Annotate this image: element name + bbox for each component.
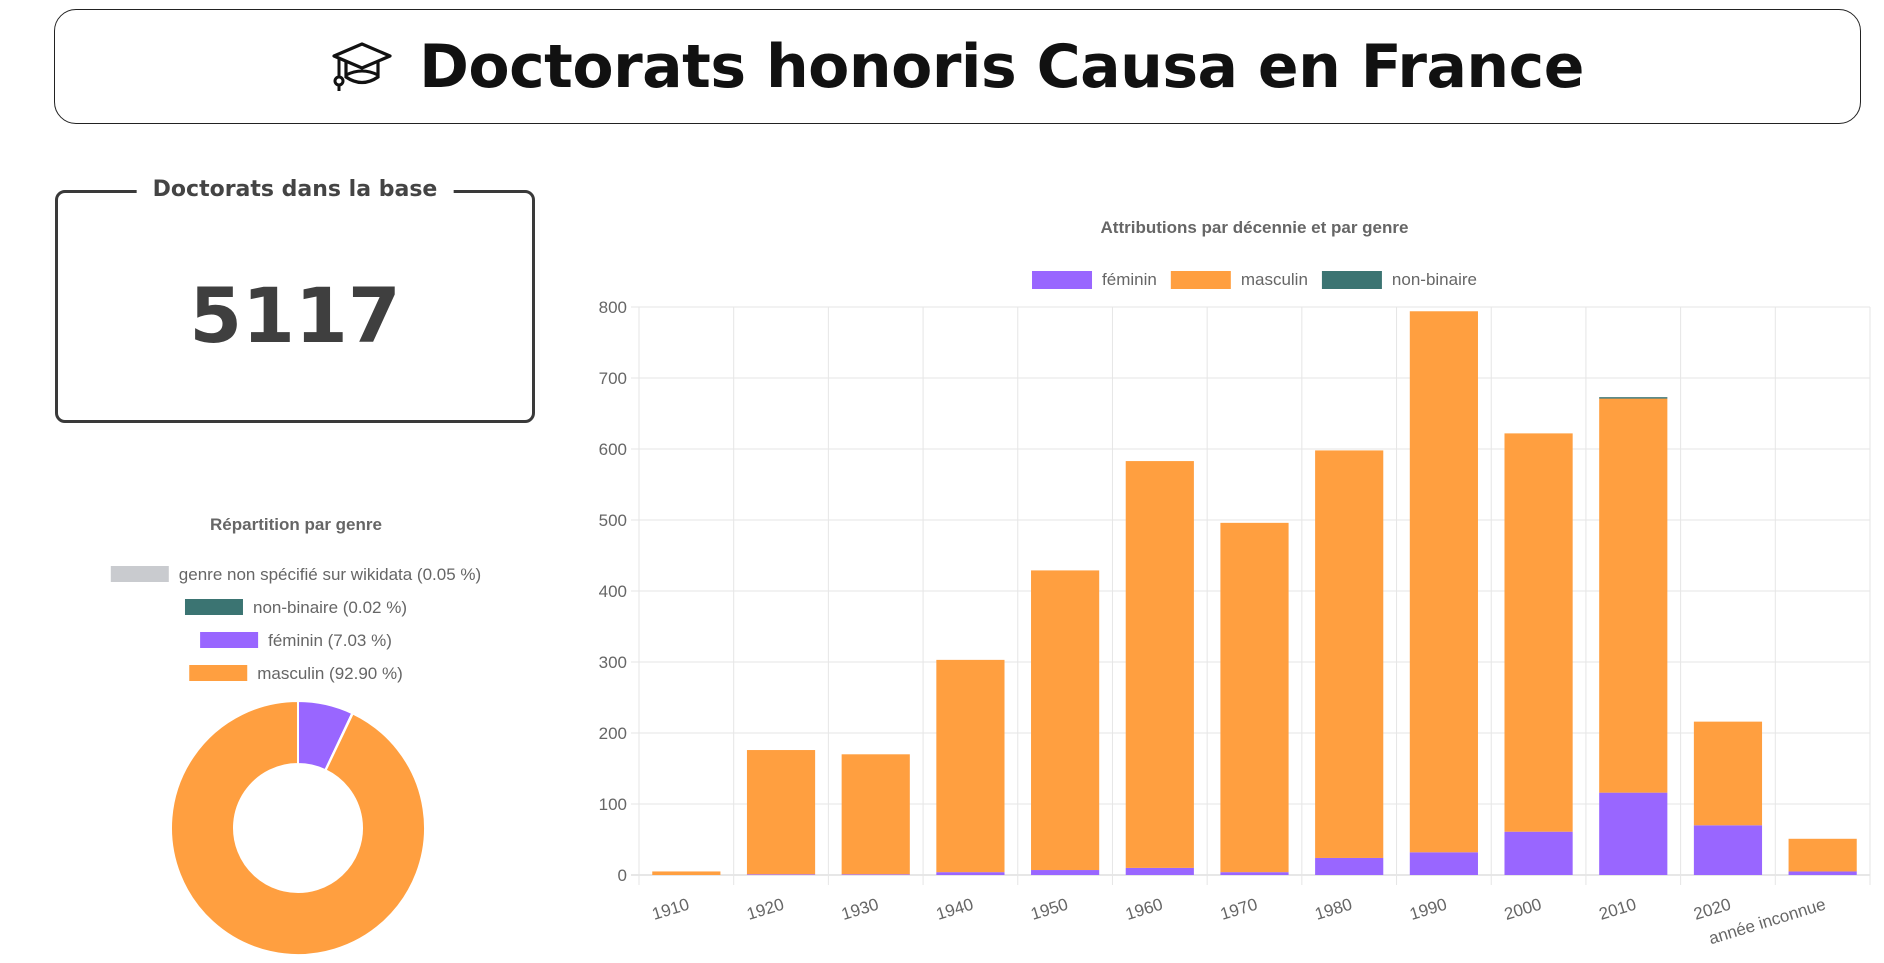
legend-swatch-non_specifie: [110, 566, 169, 582]
x-tick-label: 1960: [1123, 895, 1165, 924]
y-tick-label: 800: [599, 298, 627, 317]
y-tick-label: 700: [599, 369, 627, 388]
doughnut-title: Répartition par genre: [210, 515, 382, 534]
graduation-cap-icon: [332, 41, 392, 91]
bar-masculin: [1504, 433, 1573, 832]
legend-label-non_binaire: non-binaire: [1392, 270, 1477, 289]
bar-feminin: [1315, 857, 1384, 875]
bar-feminin: [1693, 825, 1763, 875]
legend-swatch-feminin: [200, 632, 259, 648]
bar-masculin: [1315, 450, 1384, 858]
x-tick-label: 2010: [1597, 895, 1639, 924]
bar-feminin: [841, 874, 910, 875]
x-tick-label: 1950: [1029, 895, 1071, 924]
bar-feminin: [1031, 870, 1100, 875]
legend-item-feminin: féminin: [1032, 270, 1157, 289]
bar-feminin: [936, 872, 1005, 875]
legend-swatch-masculin: [189, 665, 248, 681]
bar-feminin: [1409, 852, 1478, 875]
bar-masculin: [1031, 570, 1100, 871]
legend-item-feminin: féminin (7.03 %): [200, 631, 392, 650]
decade-bar-chart: Attributions par décennie et par genre fé…: [599, 218, 1871, 948]
bar-feminin: [1125, 867, 1194, 875]
bar-masculin: [1220, 522, 1289, 873]
legend-label-non_specifie: genre non spécifié sur wikidata (0.05 %): [179, 565, 481, 584]
x-tick-label: 1910: [650, 895, 692, 924]
count-card: Doctorats dans la base 5117: [55, 177, 535, 423]
x-tick-label: 1990: [1407, 895, 1449, 924]
legend-item-non_specifie: genre non spécifié sur wikidata (0.05 %): [110, 565, 481, 584]
legend-swatch-feminin: [1032, 271, 1093, 289]
bar-feminin: [1599, 792, 1668, 875]
x-tick-label: 1980: [1313, 895, 1355, 924]
bar-masculin: [1409, 311, 1478, 853]
bar-masculin: [1599, 398, 1668, 793]
y-tick-label: 500: [599, 511, 627, 530]
x-tick-label: 1970: [1218, 895, 1260, 924]
genre-doughnut-chart: Répartition par genre genre non spécifié …: [110, 515, 481, 956]
legend-swatch-non_binaire: [1321, 271, 1382, 289]
legend-label-masculin: masculin: [1241, 270, 1308, 289]
bar-masculin: [746, 750, 816, 875]
y-tick-label: 400: [599, 582, 627, 601]
bar-feminin: [1504, 831, 1573, 875]
legend-item-masculin: masculin: [1170, 270, 1308, 289]
bar-masculin: [1125, 461, 1194, 868]
legend-label-masculin: masculin (92.90 %): [257, 664, 403, 683]
bar-chart-legend: féminin masculin non-binaire: [1032, 270, 1477, 289]
x-tick-label: 1920: [744, 895, 786, 924]
bar-masculin: [841, 754, 910, 875]
bar-non_binaire: [1599, 397, 1668, 399]
bar-chart-title: Attributions par décennie et par genre: [1101, 218, 1409, 237]
page-title: Doctorats honoris Causa en France: [419, 31, 1584, 102]
legend-label-non_binaire: non-binaire (0.02 %): [253, 598, 407, 617]
doughnut-slice-masculin: [170, 699, 426, 956]
bar-masculin: [936, 659, 1005, 873]
legend-swatch-non_binaire: [184, 599, 243, 615]
x-tick-label: 2020: [1691, 895, 1733, 924]
bar-masculin: [1693, 721, 1763, 826]
y-tick-label: 600: [599, 440, 627, 459]
count-card-label: Doctorats dans la base: [136, 177, 454, 202]
page-header: Doctorats honoris Causa en France: [54, 9, 1861, 124]
bar-feminin: [1788, 871, 1857, 875]
x-tick-label: 2000: [1502, 895, 1544, 924]
y-tick-label: 300: [599, 653, 627, 672]
legend-label-feminin: féminin: [1102, 270, 1157, 289]
legend-item-non_binaire: non-binaire: [1321, 270, 1477, 289]
y-tick-label: 200: [599, 724, 627, 743]
bar-masculin: [652, 871, 721, 875]
legend-label-feminin: féminin (7.03 %): [268, 631, 392, 650]
legend-swatch-masculin: [1170, 271, 1231, 289]
x-tick-label: 1930: [839, 895, 881, 924]
x-tick-label: 1940: [934, 895, 976, 924]
count-card-value: 5117: [189, 271, 401, 360]
legend-item-non_binaire: non-binaire (0.02 %): [184, 598, 407, 617]
bar-feminin: [1220, 872, 1289, 875]
legend-item-masculin: masculin (92.90 %): [189, 664, 403, 683]
y-tick-label: 100: [599, 795, 627, 814]
y-tick-label: 0: [618, 866, 627, 885]
bar-feminin: [746, 874, 816, 875]
bar-masculin: [1788, 838, 1857, 872]
